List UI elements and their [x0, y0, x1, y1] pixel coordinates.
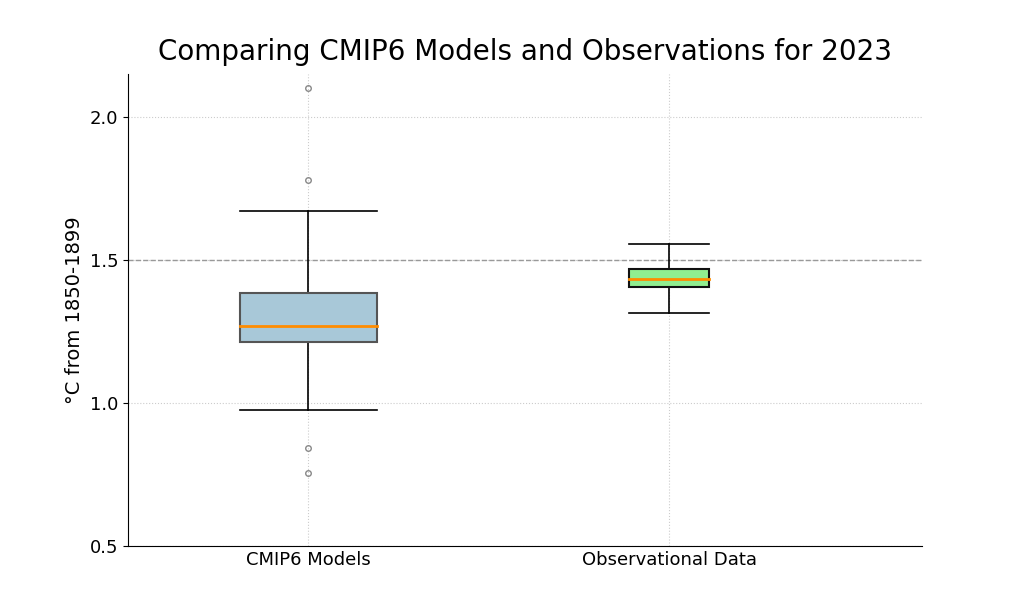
Bar — [240, 293, 377, 341]
Title: Comparing CMIP6 Models and Observations for 2023: Comparing CMIP6 Models and Observations … — [158, 38, 892, 66]
Y-axis label: °C from 1850-1899: °C from 1850-1899 — [66, 216, 84, 404]
Bar — [630, 268, 709, 287]
